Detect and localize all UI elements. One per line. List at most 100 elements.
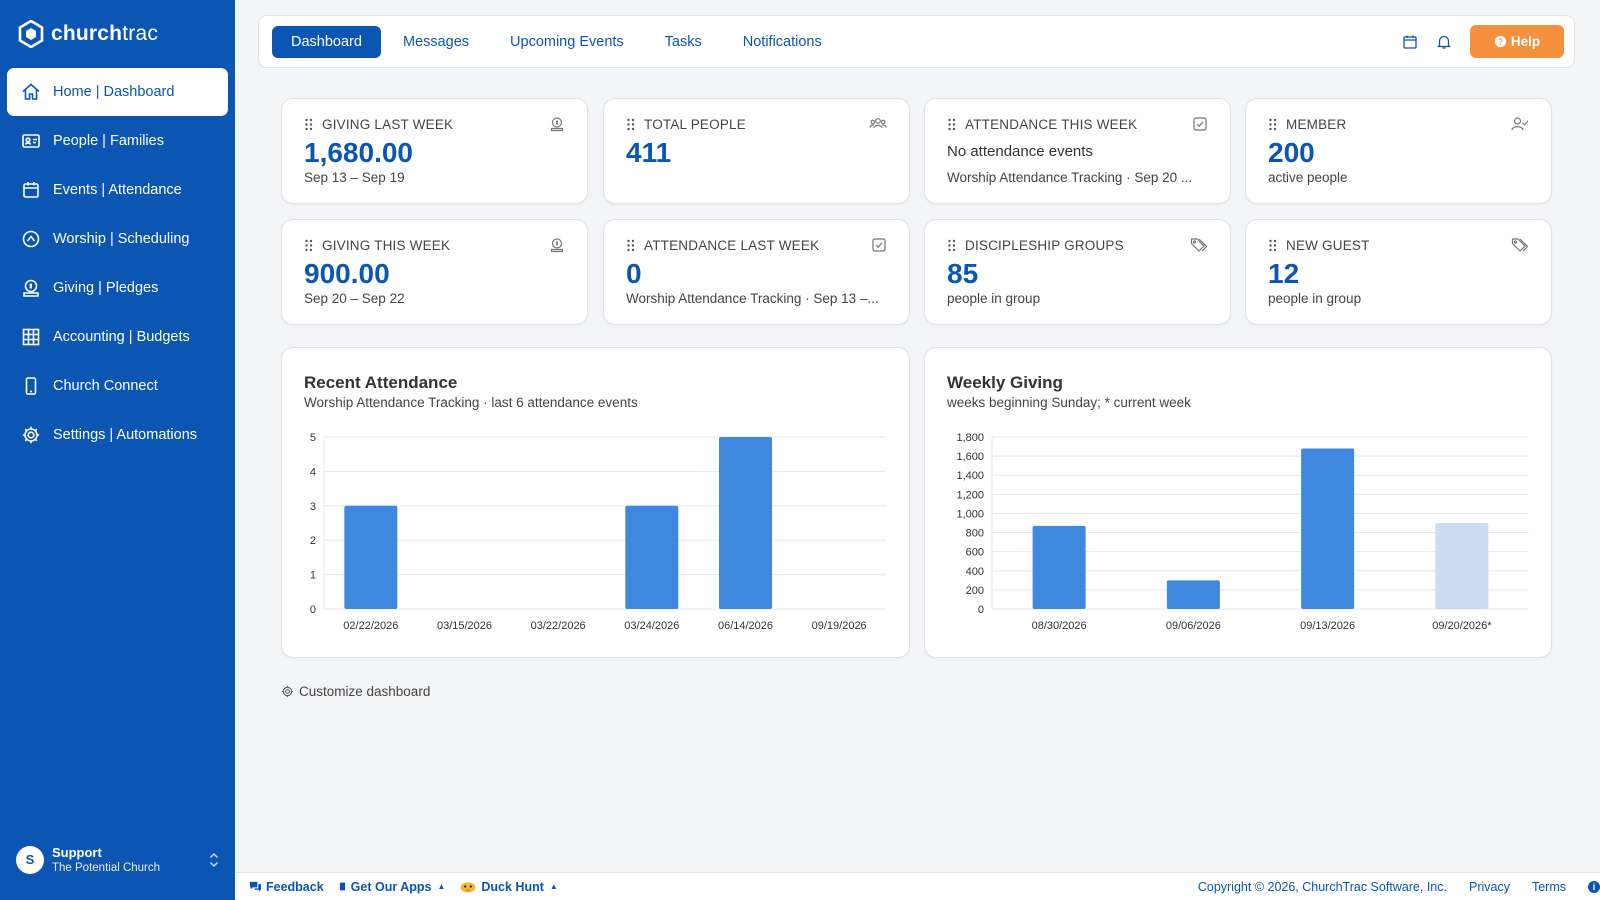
y-tick-label: 600 (966, 547, 984, 559)
card-value: 411 (626, 137, 672, 168)
giving-icon (23, 279, 39, 297)
drag-handle-icon[interactable] (304, 239, 314, 252)
phone-icon (25, 377, 37, 395)
sidebar-item-giving[interactable]: Giving | Pledges (7, 264, 228, 312)
card-new-guest[interactable]: NEW GUEST 12 people in group (1245, 219, 1552, 325)
card-label: GIVING THIS WEEK (322, 237, 451, 253)
help-label: Help (1510, 34, 1541, 49)
x-tick-label: 08/30/2026 (1032, 620, 1087, 632)
user-check-icon (1511, 117, 1529, 131)
tab-upcoming-events[interactable]: Upcoming Events (510, 33, 624, 50)
weekly-giving-chart: 0 200 400 600 800 1,000 1,200 1,400 1,600 1,800 08… (956, 432, 1529, 632)
card-subtext: people in group (1268, 291, 1362, 306)
privacy-link[interactable]: Privacy (1468, 879, 1510, 894)
y-tick-label: 800 (966, 528, 984, 540)
sidebar-item-label: Giving | Pledges (53, 280, 159, 296)
sidebar: churchtrac Home | Dashboard People | Fam… (0, 0, 235, 900)
sidebar-item-people[interactable]: People | Families (7, 117, 228, 165)
bar (1166, 580, 1220, 609)
get-apps-link[interactable]: Get Our Apps ▲ (338, 880, 445, 894)
card-subtext: Sep 20 – Sep 22 (304, 291, 405, 306)
terms-link[interactable]: Terms (1531, 879, 1566, 894)
sidebar-nav: Home | Dashboard People | Families Event… (7, 68, 228, 460)
drag-handle-icon[interactable] (626, 239, 636, 252)
chevron-up-down-icon (209, 852, 219, 867)
card-total-people[interactable]: TOTAL PEOPLE 411 (603, 98, 910, 204)
customize-dashboard-link[interactable]: Customize dashboard (281, 684, 430, 699)
bar (719, 437, 772, 609)
sidebar-item-accounting[interactable]: Accounting | Budgets (7, 313, 228, 361)
drag-handle-icon[interactable] (947, 239, 957, 252)
sidebar-item-label: People | Families (53, 133, 164, 149)
drag-handle-icon[interactable] (304, 118, 314, 131)
sidebar-item-church-connect[interactable]: Church Connect (7, 362, 228, 410)
y-tick-label: 1,800 (956, 432, 984, 444)
x-tick-label: 09/13/2026 (1300, 620, 1355, 632)
x-tick-label: 06/14/2026 (718, 620, 773, 632)
card-value: 0 (626, 258, 642, 289)
duck-hunt-link[interactable]: Duck Hunt ▲ (459, 880, 558, 894)
tab-dashboard[interactable]: Dashboard (272, 25, 381, 58)
x-tick-label: 09/19/2026 (812, 620, 867, 632)
y-tick-label: 4 (310, 466, 316, 478)
drag-handle-icon[interactable] (947, 118, 957, 131)
card-subtext: people in group (947, 291, 1041, 306)
card-label: ATTENDANCE THIS WEEK (965, 116, 1138, 132)
feedback-link[interactable]: Feedback (249, 880, 324, 894)
y-tick-label: 0 (310, 604, 316, 616)
y-tick-label: 2 (310, 535, 316, 547)
card-giving-last-week[interactable]: GIVING LAST WEEK 1,680.00 Sep 13 – Sep 1… (281, 98, 588, 204)
tab-notifications[interactable]: Notifications (742, 33, 822, 50)
sidebar-item-settings[interactable]: Settings | Automations (7, 411, 228, 459)
y-tick-label: 1 (310, 570, 316, 582)
sidebar-item-label: Worship | Scheduling (53, 231, 190, 247)
x-tick-label: 02/22/2026 (343, 620, 398, 632)
card-label: DISCIPLESHIP GROUPS (965, 237, 1124, 253)
calendar-icon[interactable] (1402, 34, 1418, 50)
bell-icon[interactable] (1436, 34, 1452, 50)
y-tick-label: 1,000 (956, 508, 984, 520)
sidebar-item-events[interactable]: Events | Attendance (7, 166, 228, 214)
svg-text:?: ? (1498, 37, 1503, 46)
grid-icon (22, 328, 40, 346)
card-message: No attendance events (947, 143, 1093, 160)
chart-card-recent-attendance: 0 1 2 3 4 5 02/22/2026 03/15/2026 03/22/2026 03/2… (281, 347, 910, 658)
home-icon (22, 83, 40, 100)
drag-handle-icon[interactable] (1268, 239, 1278, 252)
card-giving-this-week[interactable]: GIVING THIS WEEK 900.00 Sep 20 – Sep 22 (281, 219, 588, 325)
drag-handle-icon[interactable] (626, 118, 636, 131)
card-member[interactable]: MEMBER 200 active people (1245, 98, 1552, 204)
card-value: 200 (1268, 137, 1315, 168)
bar (1301, 448, 1355, 609)
card-value: 12 (1268, 258, 1300, 289)
card-discipleship-groups[interactable]: DISCIPLESHIP GROUPS 85 people in group (924, 219, 1231, 325)
sidebar-item-worship[interactable]: Worship | Scheduling (7, 215, 228, 263)
tags-icon (1511, 238, 1529, 252)
gear-icon (281, 685, 294, 698)
y-tick-label: 5 (310, 432, 316, 444)
card-label: TOTAL PEOPLE (644, 116, 746, 132)
info-icon[interactable]: i (1588, 880, 1600, 893)
churchtrac-logo-icon (18, 20, 44, 48)
footer-bar: Feedback Get Our Apps ▲ Duck Hunt ▲ Copy… (235, 872, 1600, 900)
tab-messages[interactable]: Messages (402, 33, 470, 50)
churchtrac-logo[interactable]: churchtrac (17, 20, 158, 48)
user-menu[interactable]: S Support The Potential Church (16, 845, 221, 874)
question-circle-icon: ? (1494, 35, 1507, 48)
sidebar-item-home[interactable]: Home | Dashboard (7, 68, 228, 116)
tab-tasks[interactable]: Tasks (664, 33, 702, 50)
bar (344, 505, 398, 609)
x-tick-label: 09/06/2026 (1166, 620, 1221, 632)
card-label: MEMBER (1286, 116, 1347, 132)
id-card-icon (22, 134, 40, 148)
y-tick-label: 1,600 (956, 451, 984, 463)
duck-icon (460, 882, 476, 893)
card-attendance-last-week[interactable]: ATTENDANCE LAST WEEK 0 Worship Attendanc… (603, 219, 910, 325)
drag-handle-icon[interactable] (1268, 118, 1278, 131)
y-tick-label: 1,200 (956, 489, 984, 501)
help-button[interactable]: ? Help (1470, 25, 1564, 58)
x-tick-label: 09/20/2026* (1432, 620, 1492, 632)
y-tick-label: 200 (966, 585, 984, 597)
card-attendance-this-week[interactable]: ATTENDANCE THIS WEEK No attendance event… (924, 98, 1231, 204)
gear-icon (22, 426, 40, 444)
